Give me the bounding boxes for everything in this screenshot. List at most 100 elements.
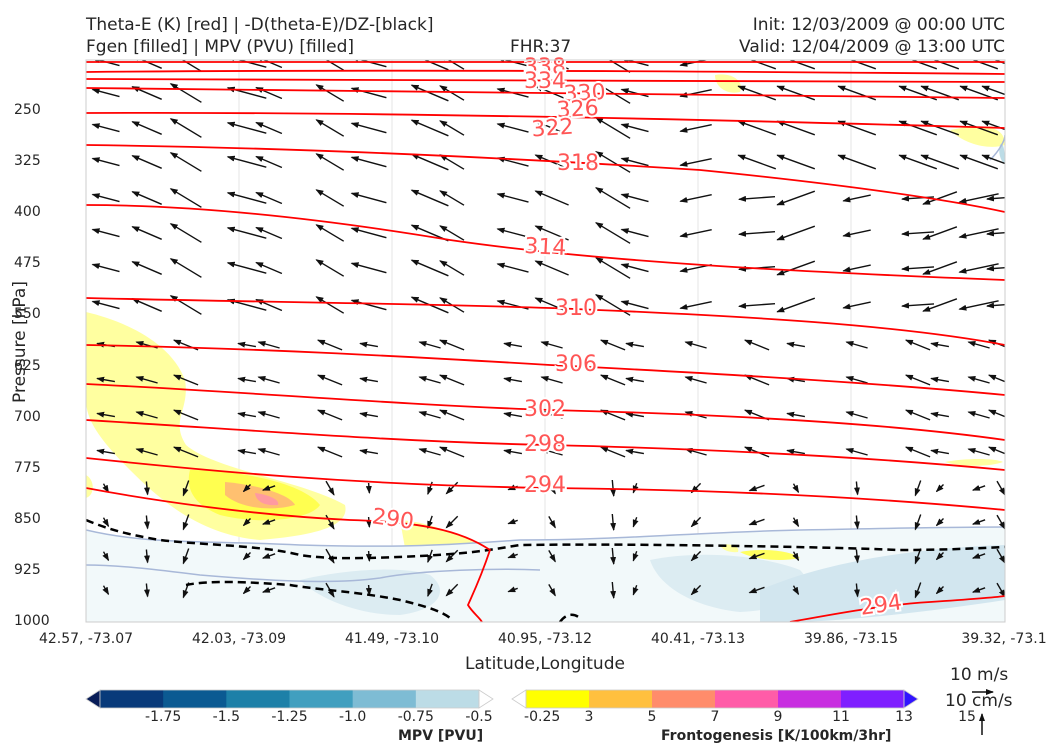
mpv-colorbar-segment <box>100 690 164 708</box>
circulation-vector <box>439 260 465 276</box>
circulation-vector <box>595 187 631 209</box>
circulation-vector <box>981 85 1005 96</box>
circulation-vector <box>904 446 931 458</box>
fgen-colorbar-tick: 13 <box>895 709 913 725</box>
circulation-vector <box>987 409 1005 418</box>
circulation-vector <box>620 228 649 238</box>
filled-region <box>950 126 1005 147</box>
circulation-vector <box>599 374 626 386</box>
circulation-vector <box>169 223 202 243</box>
circulation-vector <box>853 515 860 530</box>
circulation-vector <box>737 85 777 101</box>
circulation-vector <box>534 260 569 276</box>
mpv-colorbar-label: MPV [PVU] <box>398 728 484 744</box>
circulation-vector <box>226 261 267 274</box>
circulation-vector <box>599 339 626 351</box>
theta-e-contour-label: 310 <box>555 296 597 321</box>
title-line-1: Theta-E (K) [red] | -D(theta-E)/DZ-[blac… <box>86 15 434 35</box>
circulation-vector <box>971 587 986 593</box>
circulation-vector <box>898 120 938 136</box>
circulation-vector <box>169 188 202 208</box>
circulation-vector <box>540 411 563 419</box>
circulation-vector <box>182 548 190 565</box>
y-tick-label: 400 <box>14 204 41 221</box>
circulation-vector <box>418 376 441 384</box>
theta-e-contour-label: 318 <box>557 151 599 176</box>
theta-e-contour-label: 334 <box>524 69 566 94</box>
circulation-vector <box>792 585 800 596</box>
circulation-vector <box>237 448 257 455</box>
mpv-contour-line <box>86 526 1005 547</box>
circulation-vector <box>920 154 960 170</box>
fgen-colorbar-frame <box>525 689 905 709</box>
circulation-vector <box>967 341 990 349</box>
circulation-vector <box>620 157 649 167</box>
circulation-vector <box>959 154 999 170</box>
circulation-vector <box>131 261 162 275</box>
theta-e-contour <box>789 595 1005 622</box>
circulation-vector <box>325 514 335 530</box>
circulation-vector <box>96 376 116 383</box>
circulation-vector <box>930 341 950 348</box>
circulation-vector <box>620 300 649 310</box>
circulation-vector <box>776 190 816 206</box>
circulation-vector <box>904 339 931 351</box>
mpv-colorbar-segment <box>415 690 480 708</box>
circulation-vector <box>172 374 199 386</box>
y-tick-label: 775 <box>14 459 41 476</box>
circulation-vector <box>261 587 276 593</box>
circulation-vector <box>427 583 433 598</box>
x-axis-label: Latitude,Longitude <box>465 654 625 674</box>
circulation-vector <box>599 446 626 458</box>
x-tick-label: 40.41, -73.13 <box>650 631 746 647</box>
circulation-vector <box>131 226 162 240</box>
circulation-vector <box>350 87 387 99</box>
circulation-vector <box>540 341 563 349</box>
circulation-vector <box>625 341 645 348</box>
filled-fields <box>86 74 1005 622</box>
fgen-colorbar-tick: 3 <box>584 709 594 725</box>
circulation-vector <box>632 585 639 596</box>
y-tick-label: 625 <box>14 357 41 374</box>
y-tick-label: 250 <box>14 102 41 119</box>
circulation-vector <box>737 120 777 136</box>
circulation-vector <box>853 549 860 564</box>
mpv-colorbar-extend-left <box>85 689 101 709</box>
circulation-vector <box>996 582 1005 598</box>
circulation-vector <box>776 225 816 241</box>
circulation-vector <box>507 518 518 525</box>
filled-region <box>760 545 1005 622</box>
circulation-vector <box>169 118 202 138</box>
circulation-vector <box>632 551 639 562</box>
theta-e-contour <box>86 111 1005 129</box>
valid-time: Valid: 12/04/2009 @ 13:00 UTC <box>739 37 1005 57</box>
circulation-vector <box>255 155 283 169</box>
circulation-vector <box>971 553 986 559</box>
mpv-colorbar-tick: -1.75 <box>145 709 182 725</box>
forecast-hour: FHR:37 <box>510 37 572 57</box>
circulation-vector <box>102 483 110 494</box>
circulation-vector <box>679 158 712 167</box>
circulation-vector <box>418 341 441 349</box>
circulation-vector <box>439 225 465 241</box>
circulation-vector <box>930 448 950 455</box>
circulation-vector <box>540 448 563 456</box>
circulation-vector <box>610 513 617 531</box>
circulation-vector <box>971 485 986 491</box>
circulation-vector <box>438 446 465 458</box>
circulation-vector <box>438 409 465 421</box>
circulation-vector <box>914 514 922 531</box>
y-tick-label: 925 <box>14 561 41 578</box>
stability-contour <box>86 518 1005 560</box>
filled-region <box>715 74 741 93</box>
y-tick-label: 325 <box>14 153 41 170</box>
circulation-vector <box>315 224 345 242</box>
circulation-vector <box>922 298 958 312</box>
circulation-vector <box>242 484 251 493</box>
circulation-vector <box>143 583 150 598</box>
circulation-vector <box>534 225 569 241</box>
circulation-vector <box>102 517 110 528</box>
theta-e-contour <box>86 419 1005 471</box>
circulation-vector <box>690 550 702 562</box>
circulation-vector <box>786 341 806 348</box>
